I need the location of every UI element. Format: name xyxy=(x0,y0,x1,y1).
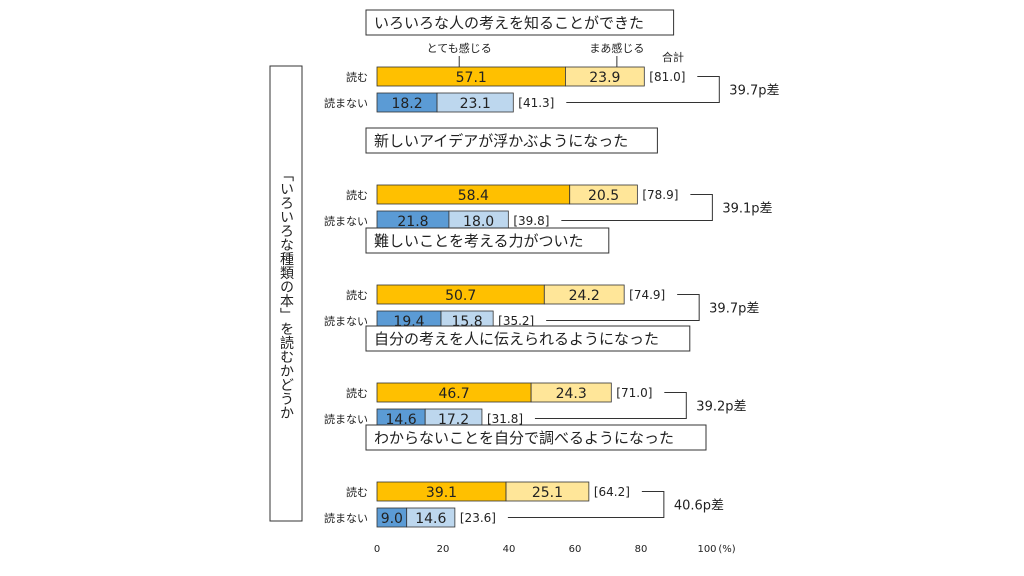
value-read-some: 24.2 xyxy=(569,288,600,304)
difference-bracket xyxy=(566,76,720,103)
bar-read-some xyxy=(543,284,625,305)
x-tick-label: 80 xyxy=(635,544,648,555)
bar-notread-some xyxy=(406,507,456,528)
legend-some: まあ感じる xyxy=(589,42,644,55)
row-label-notread: 読まない xyxy=(324,214,368,228)
value-read-strong: 57.1 xyxy=(456,70,487,86)
group-title-box xyxy=(365,227,610,254)
difference-bracket xyxy=(561,194,713,221)
row-label-read: 読む xyxy=(346,188,368,202)
difference-label: 39.2p差 xyxy=(696,400,746,415)
difference-label: 40.6p差 xyxy=(674,499,724,514)
group-vertical-label: 「いろいろな種類の本」を読むかどうか xyxy=(278,168,294,420)
value-read-total: [74.9] xyxy=(629,288,665,302)
group-title: 新しいアイデアが浮かぶようになった xyxy=(374,132,628,150)
difference-label: 39.7p差 xyxy=(729,84,779,99)
row-label-read: 読む xyxy=(346,288,368,302)
value-notread-some: 23.1 xyxy=(460,96,491,112)
x-tick-label: 60 xyxy=(569,544,582,555)
value-read-total: [71.0] xyxy=(616,386,652,400)
value-read-total: [64.2] xyxy=(594,485,630,499)
bar-notread-some xyxy=(436,92,514,113)
row-label-read: 読む xyxy=(346,70,368,84)
difference-bracket xyxy=(507,491,665,518)
x-tick-label: 0 xyxy=(374,544,380,555)
group-title: いろいろな人の考えを知ることができた xyxy=(374,14,644,32)
bar-read-some xyxy=(530,382,612,403)
bar-read-some xyxy=(505,481,590,502)
group-title-box xyxy=(365,325,691,352)
legend-total: 合計 xyxy=(662,50,684,64)
value-read-some: 25.1 xyxy=(532,485,563,501)
bar-read-some xyxy=(565,66,645,87)
legend-strong: とても感じる xyxy=(427,42,492,55)
x-unit-label: (%) xyxy=(718,544,735,555)
value-notread-strong: 9.0 xyxy=(381,511,403,527)
value-notread-some: 14.6 xyxy=(415,511,446,527)
value-notread-strong: 21.8 xyxy=(397,214,428,230)
group-title: 自分の考えを人に伝えられるようになった xyxy=(374,330,659,348)
group-title: わからないことを自分で調べるようになった xyxy=(374,429,674,447)
value-read-strong: 46.7 xyxy=(438,386,469,402)
value-notread-some: 17.2 xyxy=(438,412,469,428)
x-tick-label: 40 xyxy=(503,544,516,555)
value-read-some: 24.3 xyxy=(556,386,587,402)
value-read-strong: 58.4 xyxy=(458,188,489,204)
value-read-total: [78.9] xyxy=(642,188,678,202)
bar-read-some xyxy=(569,184,638,205)
value-read-strong: 39.1 xyxy=(426,485,457,501)
value-notread-total: [41.3] xyxy=(518,96,554,110)
group-label-box xyxy=(269,65,303,522)
row-label-notread: 読まない xyxy=(324,96,368,110)
value-read-total: [81.0] xyxy=(649,70,685,84)
row-label-read: 読む xyxy=(346,386,368,400)
value-notread-strong: 14.6 xyxy=(386,412,417,428)
row-label-notread: 読まない xyxy=(324,511,368,525)
value-notread-total: [35.2] xyxy=(498,314,534,328)
value-read-strong: 50.7 xyxy=(445,288,476,304)
difference-label: 39.1p差 xyxy=(722,202,772,217)
row-label-read: 読む xyxy=(346,485,368,499)
group-title-box xyxy=(365,127,658,154)
value-notread-total: [31.8] xyxy=(487,412,523,426)
value-read-some: 20.5 xyxy=(588,188,619,204)
value-notread-total: [39.8] xyxy=(513,214,549,228)
row-label-notread: 読まない xyxy=(324,412,368,426)
difference-bracket xyxy=(546,294,700,321)
value-notread-strong: 18.2 xyxy=(391,96,422,112)
row-label-notread: 読まない xyxy=(324,314,368,328)
difference-label: 39.7p差 xyxy=(709,302,759,317)
difference-bracket xyxy=(534,392,687,419)
x-tick-label: 100 xyxy=(697,544,716,555)
value-notread-total: [23.6] xyxy=(460,511,496,525)
group-title: 難しいことを考える力がついた xyxy=(374,232,584,250)
value-notread-some: 18.0 xyxy=(463,214,494,230)
value-read-some: 23.9 xyxy=(589,70,620,86)
group-title-box xyxy=(365,424,707,451)
group-title-box xyxy=(365,9,675,36)
x-tick-label: 20 xyxy=(437,544,450,555)
